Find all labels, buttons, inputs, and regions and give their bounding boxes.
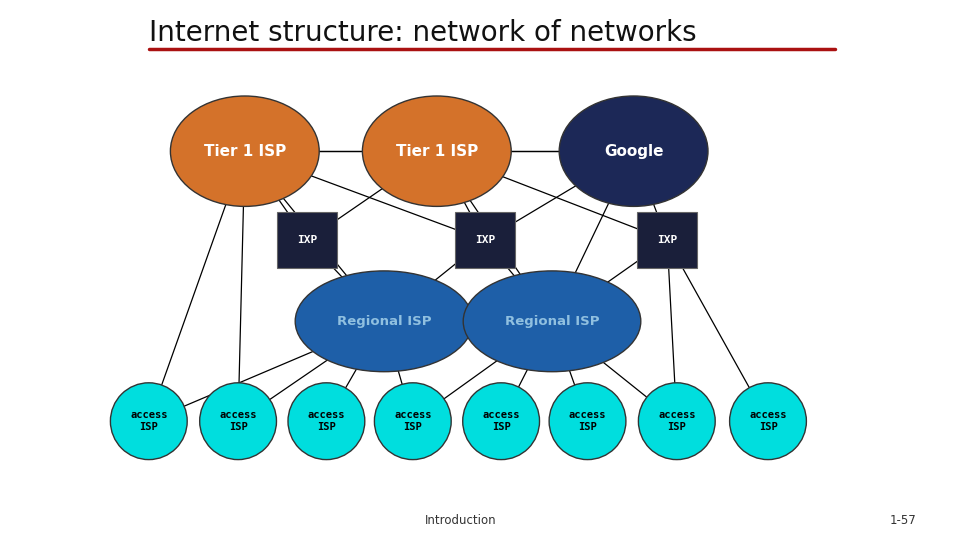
Text: Introduction: Introduction (425, 514, 496, 526)
Ellipse shape (549, 383, 626, 460)
Ellipse shape (171, 96, 319, 206)
FancyBboxPatch shape (455, 212, 515, 268)
Text: Regional ISP: Regional ISP (505, 315, 599, 328)
Ellipse shape (200, 383, 276, 460)
Ellipse shape (110, 383, 187, 460)
Text: access
ISP: access ISP (130, 410, 168, 432)
Text: Tier 1 ISP: Tier 1 ISP (396, 144, 478, 159)
Ellipse shape (559, 96, 708, 206)
Ellipse shape (288, 383, 365, 460)
Text: access
ISP: access ISP (568, 410, 607, 432)
Text: IXP: IXP (474, 235, 495, 245)
Text: Regional ISP: Regional ISP (337, 315, 431, 328)
Ellipse shape (362, 96, 512, 206)
Text: 1-57: 1-57 (890, 514, 917, 526)
Text: Tier 1 ISP: Tier 1 ISP (204, 144, 286, 159)
Text: access
ISP: access ISP (658, 410, 696, 432)
Ellipse shape (463, 383, 540, 460)
Ellipse shape (296, 271, 472, 372)
Ellipse shape (638, 383, 715, 460)
Text: access
ISP: access ISP (394, 410, 432, 432)
Text: access
ISP: access ISP (219, 410, 257, 432)
FancyBboxPatch shape (637, 212, 697, 268)
Text: access
ISP: access ISP (482, 410, 520, 432)
Ellipse shape (374, 383, 451, 460)
Text: IXP: IXP (297, 235, 318, 245)
Text: IXP: IXP (657, 235, 678, 245)
Text: access
ISP: access ISP (749, 410, 787, 432)
Text: access
ISP: access ISP (307, 410, 346, 432)
Ellipse shape (730, 383, 806, 460)
Text: Google: Google (604, 144, 663, 159)
Text: Internet structure: network of networks: Internet structure: network of networks (149, 19, 696, 47)
Ellipse shape (463, 271, 641, 372)
FancyBboxPatch shape (277, 212, 337, 268)
